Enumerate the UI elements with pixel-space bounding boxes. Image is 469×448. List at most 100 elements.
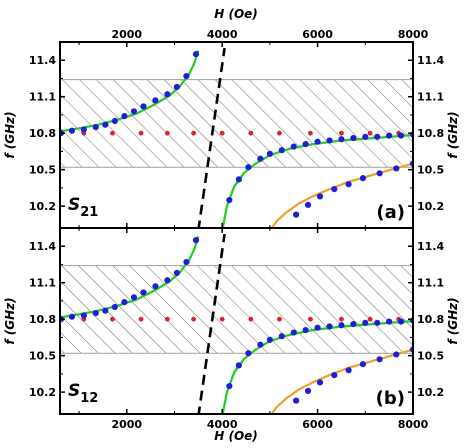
blue-point [68,313,76,320]
y-axis-title-left: f (GHz) [3,111,17,158]
blue-point [278,333,285,340]
blue-point [192,237,200,244]
red-point [164,316,170,322]
blue-point [302,327,309,334]
red-point [248,130,254,136]
blue-point [362,319,369,326]
y-tick-label-right: 10.8 [417,313,444,326]
blue-point [92,309,99,317]
blue-point [140,103,147,110]
blue-point [68,127,76,134]
blue-point [302,141,309,148]
blue-point [359,175,367,182]
red-point [308,316,313,322]
blue-point [111,303,118,311]
blue-point [397,318,405,325]
hatched-band [60,265,413,354]
y-tick-label-left: 10.8 [29,127,56,140]
x-tick-label: 6000 [302,418,333,431]
x-tick-label: 2000 [111,28,142,41]
y-tick-label-left: 10.2 [29,386,56,399]
panel-tag: (b) [376,388,405,409]
blue-point [164,277,171,284]
blue-point [192,51,200,58]
y-tick-label-left: 10.5 [29,164,56,177]
red-point [110,316,115,322]
blue-point [257,155,264,162]
x-tick-label: 8000 [398,28,429,41]
red-point [339,130,344,136]
x-tick-label: 6000 [302,28,333,41]
red-point [277,316,282,322]
red-point [219,316,225,322]
red-point [138,130,144,136]
blue-point [102,307,109,314]
blue-point [80,312,87,319]
plot-frame [59,227,414,415]
blue-point [266,150,273,157]
blue-point [314,138,321,145]
blue-point [173,269,180,277]
blue-point [393,351,400,358]
y-tick-label-right: 11.1 [417,277,444,290]
blue-point [374,319,381,326]
blue-point [130,294,138,301]
blue-point [304,201,312,209]
y-tick-label-right: 10.5 [417,164,444,177]
y-tick-label-right: 11.4 [417,54,444,67]
blue-point [245,164,252,171]
blue-point [102,121,109,128]
blue-point [359,361,367,368]
panel-tag: (a) [376,202,405,223]
y-tick-label-right: 10.5 [417,350,444,363]
x-tick-label: 4000 [207,28,238,41]
blue-point [111,117,118,125]
green-curve-lower [60,50,200,133]
blue-point [130,108,138,115]
blue-point [152,283,159,290]
red-point [277,130,282,136]
y-tick-label-left: 10.5 [29,350,56,363]
plot-area [60,233,413,414]
panel-a: 2000 4000 6000 8000 10.2 10.2 10.5 10.5 10.8 10.8… [3,28,460,229]
blue-point [173,83,180,91]
x-tick-label: 8000 [398,418,429,431]
blue-point [293,397,300,404]
y-tick-label-left: 10.8 [29,313,56,326]
red-point [308,130,313,136]
green-curve-lower [60,236,200,319]
y-tick-label-left: 11.1 [29,277,56,290]
x-tick-label: 2000 [111,418,142,431]
blue-point [345,181,352,188]
y-tick-label-right: 11.4 [417,240,444,253]
blue-point [183,72,190,80]
blue-point [245,350,252,357]
panel-s-label: S12 [68,381,98,406]
panel-b: 2000 4000 6000 8000 10.2 10.2 10.5 10.5 10.8 10.8… [3,227,460,431]
blue-point [266,336,273,343]
blue-point [314,324,321,331]
blue-point [326,323,333,330]
blue-point [257,341,264,348]
blue-point [376,356,383,363]
blue-point [350,320,357,328]
panel-s-label: S21 [68,195,98,220]
dashed-line [197,233,226,414]
red-point [367,130,373,136]
y-tick-label-right: 10.8 [417,127,444,140]
y-tick-label-left: 11.4 [29,54,56,67]
red-point [248,316,254,322]
y-tick-label-left: 11.1 [29,91,56,104]
blue-point [183,258,190,266]
blue-point [393,165,400,172]
blue-point [235,362,242,369]
hatched-band [60,79,413,168]
blue-point [316,379,324,386]
dashed-line [197,47,226,228]
blue-point [226,196,233,204]
y-tick-label-left: 10.2 [29,200,56,213]
blue-point [121,299,128,306]
y-tick-label-left: 11.4 [29,240,56,253]
blue-point [316,193,324,200]
